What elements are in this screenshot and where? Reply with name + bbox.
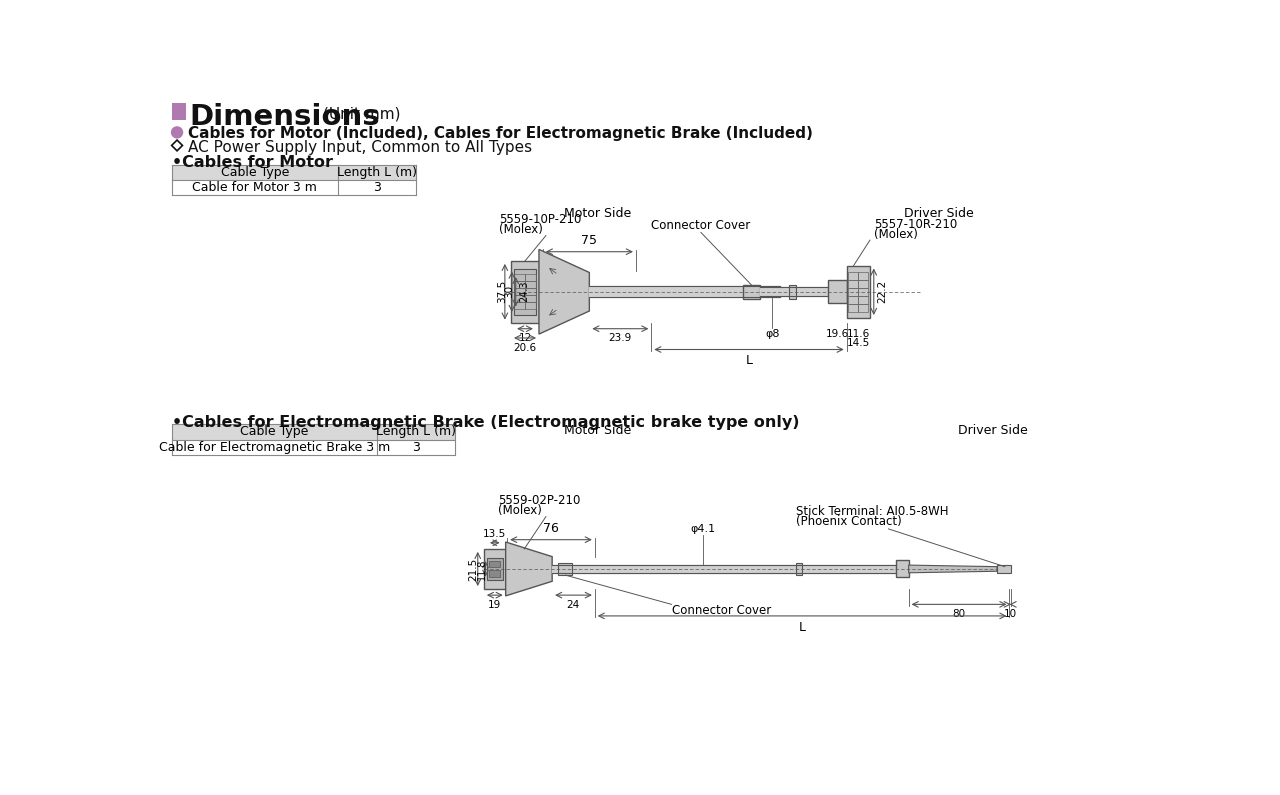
Bar — [849, 280, 859, 288]
Text: Length L (m): Length L (m) — [337, 166, 417, 179]
Text: φ4.1: φ4.1 — [690, 524, 716, 533]
Text: 30: 30 — [504, 285, 513, 298]
Text: 24.3: 24.3 — [518, 281, 529, 303]
Text: Cable Type: Cable Type — [220, 166, 289, 179]
Text: 19.6: 19.6 — [826, 328, 849, 339]
Bar — [489, 561, 500, 568]
Bar — [489, 571, 500, 576]
Bar — [859, 304, 868, 312]
Bar — [515, 274, 525, 281]
Text: Dimensions: Dimensions — [189, 103, 380, 131]
Text: (Phoenix Contact): (Phoenix Contact) — [795, 515, 901, 528]
Text: 10: 10 — [1004, 609, 1016, 619]
Bar — [172, 425, 454, 440]
Bar — [849, 296, 859, 304]
Bar — [849, 304, 859, 312]
Text: 3: 3 — [412, 440, 420, 454]
Bar — [790, 285, 795, 299]
Bar — [515, 269, 536, 315]
Bar — [997, 565, 1011, 573]
Text: 5557-10R-210: 5557-10R-210 — [874, 218, 957, 231]
Bar — [515, 281, 525, 289]
Text: Length L (m): Length L (m) — [376, 425, 456, 438]
Text: Connector Cover: Connector Cover — [672, 604, 771, 618]
Text: Driver Side: Driver Side — [959, 425, 1028, 437]
Text: 5559-10P-210: 5559-10P-210 — [499, 213, 582, 227]
Text: 3: 3 — [372, 181, 381, 194]
Text: Driver Side: Driver Side — [904, 207, 974, 220]
Text: 19: 19 — [488, 599, 502, 610]
Bar — [525, 302, 536, 309]
Text: Cable for Electromagnetic Brake 3 m: Cable for Electromagnetic Brake 3 m — [159, 440, 390, 454]
Text: Connector Cover: Connector Cover — [652, 219, 750, 231]
Bar — [515, 295, 525, 302]
Bar — [484, 549, 506, 589]
Text: (Molex): (Molex) — [498, 503, 541, 517]
Text: •Cables for Electromagnetic Brake (Electromagnetic brake type only): •Cables for Electromagnetic Brake (Elect… — [172, 415, 799, 430]
Text: Cable Type: Cable Type — [241, 425, 308, 438]
Text: 5559-02P-210: 5559-02P-210 — [498, 494, 580, 506]
Text: 80: 80 — [952, 609, 965, 619]
Text: 76: 76 — [543, 522, 559, 535]
Text: 21.5: 21.5 — [468, 557, 479, 580]
Circle shape — [170, 126, 183, 138]
Bar — [525, 274, 536, 281]
Bar — [525, 289, 536, 295]
Bar — [515, 289, 525, 295]
Text: Motor Side: Motor Side — [564, 207, 631, 220]
Text: AC Power Supply Input, Common to All Types: AC Power Supply Input, Common to All Typ… — [188, 140, 532, 155]
Bar — [849, 288, 859, 296]
Text: φ8: φ8 — [765, 328, 780, 339]
Bar — [828, 280, 846, 304]
Text: (Molex): (Molex) — [499, 223, 543, 236]
Bar — [558, 563, 572, 575]
Text: Motor Side: Motor Side — [564, 425, 631, 437]
Text: 12: 12 — [518, 333, 531, 343]
Polygon shape — [506, 542, 552, 596]
Bar — [515, 302, 525, 309]
Text: Cable for Motor 3 m: Cable for Motor 3 m — [192, 181, 317, 194]
Bar — [859, 272, 868, 280]
Text: 24: 24 — [567, 599, 580, 610]
Text: (Molex): (Molex) — [874, 228, 918, 241]
Text: Stick Terminal: AI0.5-8WH: Stick Terminal: AI0.5-8WH — [795, 505, 948, 518]
Text: L: L — [799, 621, 805, 634]
Text: 22.2: 22.2 — [878, 280, 887, 304]
Bar — [859, 296, 868, 304]
Polygon shape — [539, 250, 589, 334]
Bar — [511, 261, 539, 323]
Bar — [742, 285, 760, 299]
Bar — [849, 272, 859, 280]
Bar — [795, 563, 801, 575]
Text: 11.6: 11.6 — [846, 328, 870, 339]
Bar — [525, 281, 536, 289]
Bar — [488, 558, 503, 580]
Text: 11.8: 11.8 — [477, 558, 488, 580]
Text: 75: 75 — [581, 234, 598, 247]
Text: Cables for Motor (Included), Cables for Electromagnetic Brake (Included): Cables for Motor (Included), Cables for … — [188, 126, 813, 142]
Bar — [172, 165, 416, 180]
Polygon shape — [909, 565, 997, 573]
Text: 20.6: 20.6 — [513, 343, 536, 352]
Text: 37.5: 37.5 — [497, 280, 507, 304]
Bar — [859, 288, 868, 296]
Bar — [846, 266, 870, 318]
Bar — [859, 280, 868, 288]
Bar — [896, 560, 909, 577]
Text: (Unit mm): (Unit mm) — [323, 107, 401, 121]
Text: L: L — [745, 354, 753, 367]
Bar — [172, 103, 186, 120]
Text: •Cables for Motor: •Cables for Motor — [172, 156, 333, 170]
Text: 14.5: 14.5 — [846, 338, 870, 348]
Bar — [525, 295, 536, 302]
Text: 13.5: 13.5 — [483, 529, 507, 539]
Text: 23.9: 23.9 — [609, 333, 632, 343]
